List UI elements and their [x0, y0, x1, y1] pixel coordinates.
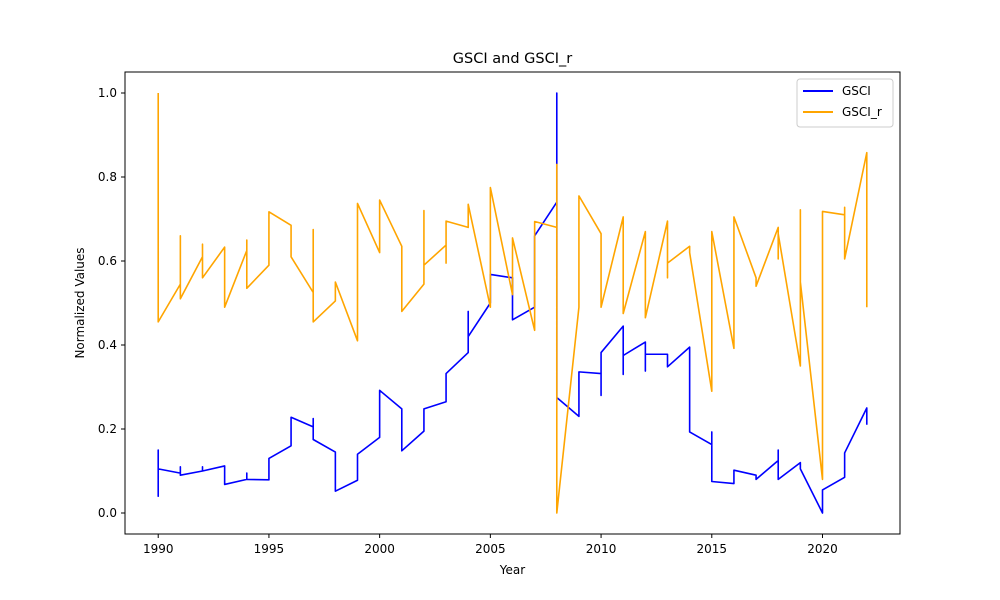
y-axis-label: Normalized Values	[73, 247, 87, 358]
x-tick-label: 1990	[143, 542, 174, 556]
legend-label-gsci: GSCI	[842, 84, 871, 98]
chart-title: GSCI and GSCI_r	[453, 51, 572, 67]
x-tick-label: 1995	[254, 542, 285, 556]
x-tick-label: 2020	[807, 542, 838, 556]
plot-frame	[124, 71, 901, 535]
x-tick-label: 2015	[697, 542, 728, 556]
legend-label-gsci-r: GSCI_r	[842, 105, 882, 119]
series-line-gsci-r	[157, 93, 868, 514]
y-tick-label: 0.6	[98, 254, 117, 268]
x-axis-label: Year	[499, 563, 525, 577]
legend: GSCI GSCI_r	[796, 78, 894, 128]
x-axis: 1990 1995 2000 2005 2010 2015 2020	[143, 534, 838, 556]
y-axis: 0.0 0.2 0.4 0.6 0.8 1.0	[98, 86, 125, 520]
y-tick-label: 0.2	[98, 422, 117, 436]
x-tick-label: 2005	[475, 542, 506, 556]
series-layer	[157, 92, 868, 514]
y-tick-label: 0.4	[98, 338, 117, 352]
y-tick-label: 1.0	[98, 86, 117, 100]
y-tick-label: 0.8	[98, 170, 117, 184]
x-tick-label: 2000	[364, 542, 395, 556]
y-tick-label: 0.0	[98, 506, 117, 520]
x-tick-label: 2010	[586, 542, 617, 556]
